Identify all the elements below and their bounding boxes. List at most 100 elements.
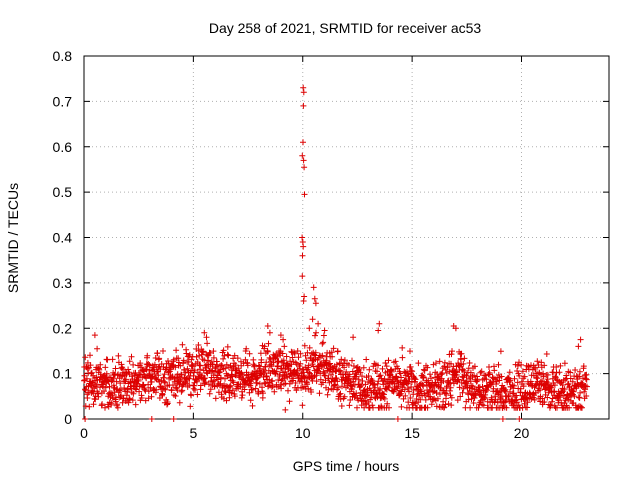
data-point [184, 365, 191, 372]
data-point [459, 366, 466, 373]
data-point [356, 366, 363, 372]
data-point [471, 372, 478, 379]
data-point [116, 387, 123, 394]
data-point [197, 382, 204, 389]
data-point [202, 379, 209, 386]
data-point [210, 378, 217, 385]
data-point [300, 243, 307, 250]
data-point [231, 352, 238, 359]
data-point [319, 340, 326, 347]
y-tick-label: 0.8 [53, 48, 73, 64]
data-point [195, 342, 202, 348]
data-point [301, 191, 308, 198]
data-point [503, 396, 510, 403]
data-point [569, 378, 576, 385]
data-point [486, 364, 492, 370]
data-point [304, 349, 311, 356]
data-point [436, 358, 443, 365]
data-point [117, 380, 124, 387]
data-point [128, 353, 135, 360]
data-point [82, 354, 89, 361]
data-point [164, 400, 171, 407]
data-point [104, 356, 111, 363]
data-point [544, 394, 551, 401]
data-point [442, 401, 449, 408]
data-point [579, 404, 585, 411]
data-point [239, 371, 246, 378]
data-point [333, 361, 340, 368]
data-point [556, 369, 563, 376]
data-point [534, 358, 541, 365]
data-point [159, 391, 166, 398]
data-point [202, 375, 208, 382]
data-point [94, 345, 101, 352]
data-point [456, 384, 463, 391]
data-point [145, 395, 152, 402]
data-point [409, 399, 416, 406]
data-point [467, 369, 474, 376]
data-point [160, 348, 166, 354]
data-point [182, 380, 189, 387]
data-point [486, 371, 493, 378]
data-point [311, 295, 318, 302]
data-point [300, 298, 307, 304]
data-point [278, 377, 285, 384]
data-point [358, 382, 365, 389]
data-point [576, 373, 583, 380]
y-tick-label: 0.1 [53, 366, 73, 382]
data-point [363, 356, 370, 363]
data-point [123, 376, 129, 383]
data-point [401, 386, 408, 393]
data-point [82, 386, 88, 393]
data-point [405, 379, 412, 386]
data-point [531, 396, 538, 403]
data-point [306, 325, 313, 332]
data-point [299, 273, 306, 280]
data-point [374, 368, 380, 375]
data-point [532, 382, 539, 389]
data-point [349, 357, 355, 364]
data-point [165, 358, 171, 364]
data-point [312, 332, 318, 339]
data-point [333, 375, 340, 382]
x-tick-label: 5 [189, 425, 197, 441]
data-point [172, 364, 179, 371]
data-point [421, 367, 428, 374]
data-point [577, 389, 584, 396]
data-point [264, 323, 271, 329]
data-point [181, 366, 188, 373]
x-tick-label: 20 [514, 425, 530, 441]
data-point [413, 396, 420, 402]
data-point [381, 395, 388, 402]
data-point [249, 402, 256, 409]
data-point [463, 372, 470, 379]
data-point [256, 380, 263, 387]
data-point [229, 387, 236, 394]
data-point [482, 372, 489, 379]
data-point [146, 362, 153, 368]
data-point [304, 381, 311, 388]
data-point [385, 384, 392, 391]
data-point [299, 402, 306, 409]
data-point [145, 381, 152, 388]
data-point [381, 375, 388, 382]
data-point [458, 356, 464, 363]
data-point [225, 352, 232, 359]
data-point [130, 361, 137, 368]
data-point [375, 362, 381, 369]
data-point [388, 368, 395, 375]
data-point [241, 386, 248, 393]
data-point [258, 356, 265, 363]
data-point [434, 395, 441, 402]
data-point [126, 396, 133, 403]
data-point [537, 387, 543, 393]
data-point [210, 354, 217, 361]
data-point [114, 404, 121, 411]
data-point [324, 391, 331, 398]
data-point [148, 393, 155, 400]
data-point [329, 353, 336, 360]
data-point [476, 384, 483, 391]
data-point [383, 363, 390, 370]
y-tick-label: 0.7 [53, 93, 73, 109]
chart-title: Day 258 of 2021, SRMTID for receiver ac5… [209, 20, 482, 36]
